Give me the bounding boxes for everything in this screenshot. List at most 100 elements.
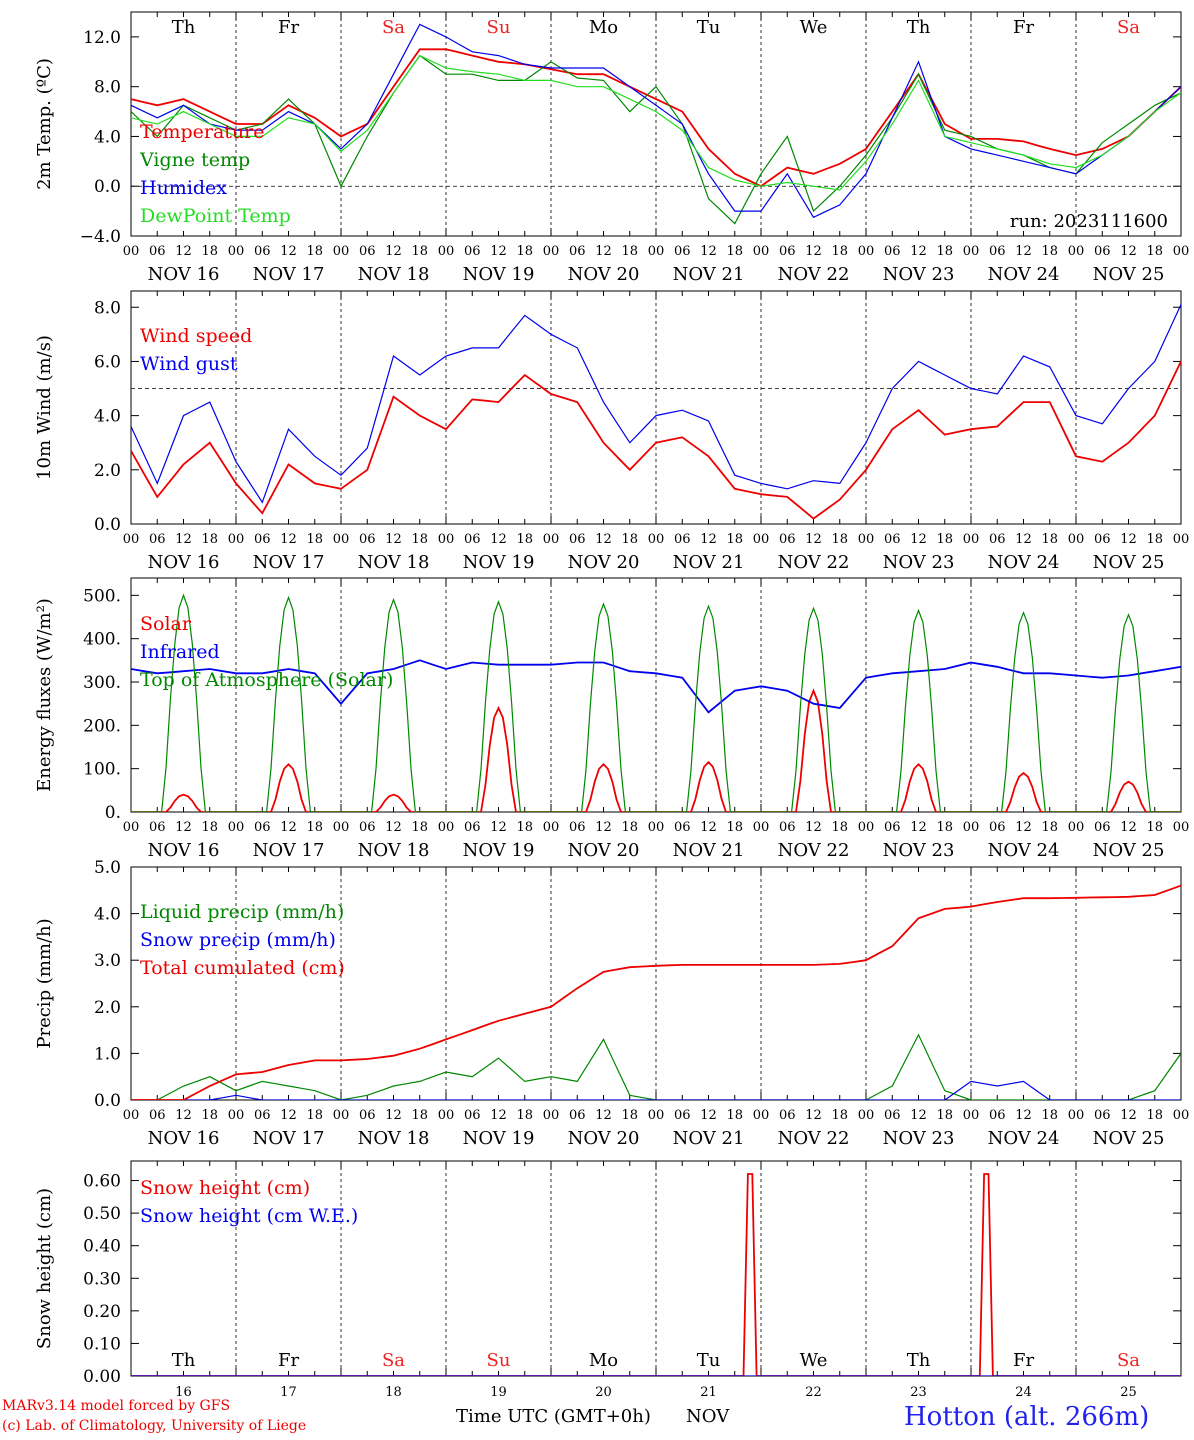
hour-label: 18	[1041, 1108, 1058, 1123]
day-label: NOV 19	[463, 840, 535, 861]
hour-label: 12	[490, 1108, 507, 1123]
hour-label: 00	[648, 244, 665, 259]
hour-label: 06	[884, 820, 901, 835]
hour-label: 06	[464, 1108, 481, 1123]
day-label: NOV 24	[988, 264, 1060, 285]
day-label: NOV 22	[778, 552, 850, 573]
hour-label: 00	[333, 532, 350, 547]
hour-label: 06	[989, 532, 1006, 547]
day-label: NOV 23	[883, 264, 955, 285]
panel-snow: 0.00 0.10 0.20 0.30 0.40 0.50 0.60 Snow height …	[34, 1160, 1182, 1400]
day-label: NOV 16	[148, 1128, 220, 1149]
hour-label: 12	[280, 244, 297, 259]
hour-label: 06	[1094, 1108, 1111, 1123]
station-label: Hotton (alt. 266m)	[904, 1402, 1150, 1432]
hour-label: 18	[621, 244, 638, 259]
hour-label: 00	[963, 244, 980, 259]
hour-label: 00	[123, 244, 140, 259]
hour-label: 00	[123, 1108, 140, 1123]
hour-label: 00	[648, 532, 665, 547]
credit-model: MARv3.14 model forced by GFS	[2, 1398, 231, 1414]
hour-label: 18	[831, 1108, 848, 1123]
weekday-label: Tu	[697, 17, 721, 38]
day-label: NOV 21	[673, 264, 745, 285]
hour-label: 00	[858, 244, 875, 259]
day-label: NOV 17	[253, 1128, 325, 1149]
day-label: NOV 24	[988, 840, 1060, 861]
day-label: NOV 18	[358, 1128, 430, 1149]
y-tick-label: 200.	[83, 716, 121, 736]
hour-label: 00	[753, 244, 770, 259]
day-label: NOV 16	[148, 552, 220, 573]
panel-precip: 0.0 1.0 2.0 3.0 4.0 5.0 Precip (mm/h) 00 06 12 18 0…	[34, 858, 1189, 1149]
series-line	[131, 1080, 1181, 1100]
day-label: NOV 25	[1093, 840, 1165, 861]
day-label: NOV 16	[148, 840, 220, 861]
hour-label: 18	[936, 532, 953, 547]
day-label: NOV 20	[568, 264, 640, 285]
hour-label: 18	[516, 820, 533, 835]
day-label: NOV 24	[988, 552, 1060, 573]
weekday-label: Sa	[382, 1350, 405, 1371]
hour-label: 18	[306, 820, 323, 835]
hour-label: 12	[805, 532, 822, 547]
hour-label: 00	[963, 1108, 980, 1123]
hour-label: 18	[201, 820, 218, 835]
hour-label: 00	[858, 532, 875, 547]
y-tick-label: 0.10	[83, 1334, 121, 1354]
hour-label: 06	[149, 532, 166, 547]
hour-label: 18	[201, 532, 218, 547]
series-line	[131, 688, 1181, 812]
hour-label: 18	[306, 532, 323, 547]
y-tick-label: 4.0	[94, 127, 121, 147]
plot-frame	[130, 11, 1182, 237]
hour-label: 00	[1173, 244, 1190, 259]
day-label: NOV 17	[253, 552, 325, 573]
hour-label: 12	[595, 244, 612, 259]
legend-entry: Top of Atmosphere (Solar)	[140, 669, 393, 691]
y-tick-label: 4.0	[94, 905, 121, 925]
hour-label: 12	[1120, 244, 1137, 259]
hour-label: 12	[910, 244, 927, 259]
panel-wind: 0.0 2.0 4.0 6.0 8.0 10m Wind (m/s) 00 06 12 18 00 0…	[34, 290, 1189, 573]
hour-label: 06	[569, 244, 586, 259]
y-axis-title: Energy fluxes (W/m²)	[34, 598, 55, 792]
hour-label: 06	[674, 1108, 691, 1123]
hour-label: 06	[779, 1108, 796, 1123]
hour-label: 06	[989, 1108, 1006, 1123]
day-label: NOV 17	[253, 264, 325, 285]
hour-label: 18	[1146, 532, 1163, 547]
hour-label: 06	[569, 820, 586, 835]
hour-label: 06	[464, 820, 481, 835]
hour-label: 12	[490, 820, 507, 835]
day-number: 20	[595, 1385, 612, 1400]
hour-label: 18	[621, 1108, 638, 1123]
day-number: 21	[700, 1385, 717, 1400]
day-label: NOV 18	[358, 552, 430, 573]
weekday-label: We	[800, 1350, 828, 1371]
y-tick-label: 0.	[105, 803, 121, 823]
hour-label: 18	[1146, 1108, 1163, 1123]
hour-label: 18	[621, 820, 638, 835]
weekday-label: Fr	[1013, 1350, 1034, 1371]
hour-label: 06	[359, 820, 376, 835]
hour-label: 06	[254, 1108, 271, 1123]
hour-label: 12	[490, 532, 507, 547]
day-number: 19	[490, 1385, 507, 1400]
hour-label: 12	[595, 1108, 612, 1123]
day-label: NOV 19	[463, 1128, 535, 1149]
hour-label: 06	[359, 532, 376, 547]
series-line	[131, 361, 1181, 520]
hour-label: 12	[175, 532, 192, 547]
hour-label: 18	[306, 244, 323, 259]
weekday-label: Su	[487, 17, 511, 38]
hour-label: 06	[359, 1108, 376, 1123]
hour-label: 00	[1068, 1108, 1085, 1123]
hour-label: 00	[648, 820, 665, 835]
hour-label: 06	[884, 532, 901, 547]
hour-label: 00	[753, 1108, 770, 1123]
day-label: NOV 23	[883, 1128, 955, 1149]
series-line	[131, 48, 1181, 188]
series-line	[131, 884, 1181, 1100]
